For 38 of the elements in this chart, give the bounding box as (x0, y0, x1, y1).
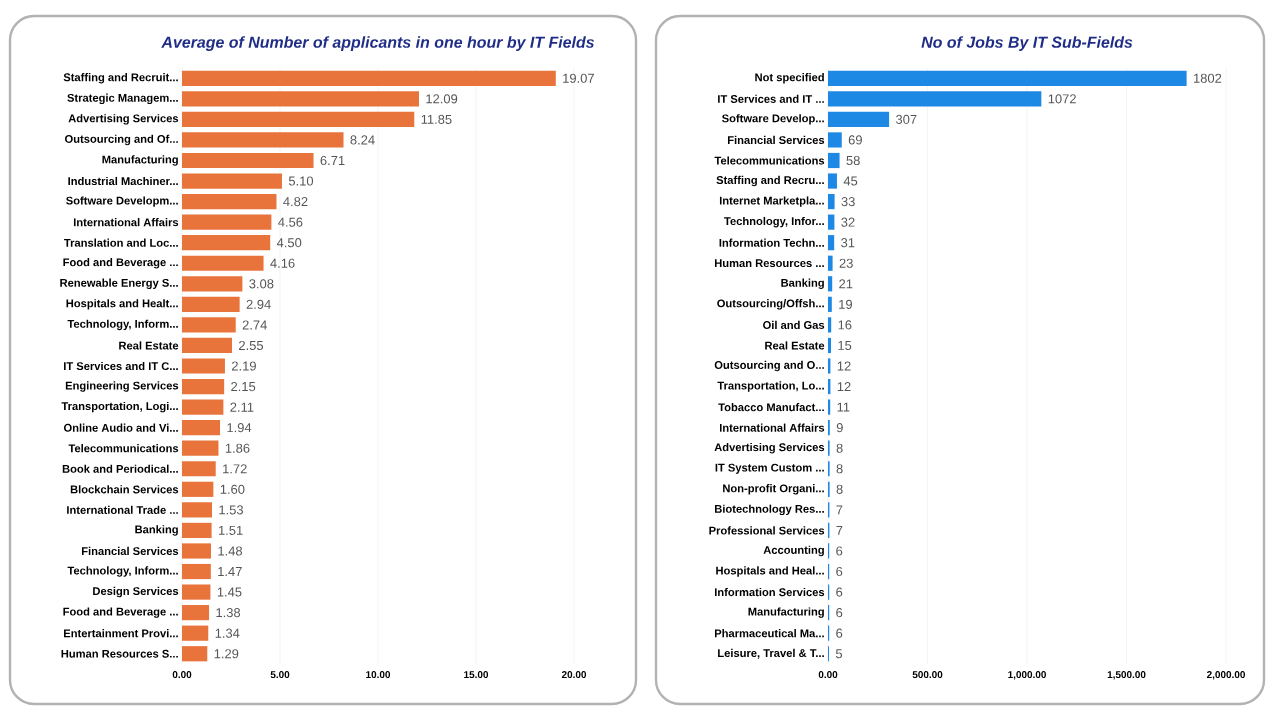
bar (828, 173, 837, 189)
bar (182, 502, 212, 518)
bar (182, 317, 236, 333)
bar (828, 91, 1042, 107)
bar (182, 214, 272, 230)
bar (182, 337, 232, 354)
bar (182, 152, 314, 169)
bar (182, 193, 277, 210)
bar (182, 605, 210, 621)
bar (828, 132, 842, 148)
bar (182, 276, 243, 292)
bar (182, 378, 225, 395)
bar (182, 255, 264, 271)
bar (182, 296, 240, 312)
bar (182, 420, 221, 436)
bar (828, 111, 890, 127)
bar (182, 70, 556, 86)
bar (828, 214, 835, 230)
bar (828, 152, 840, 169)
bar (182, 481, 214, 497)
bar (182, 543, 212, 559)
bar (828, 70, 1187, 86)
bar (182, 440, 219, 456)
bar (828, 193, 835, 210)
bar (182, 235, 271, 251)
bar (182, 173, 282, 189)
bar (182, 625, 209, 641)
bar (182, 563, 211, 580)
bar (182, 522, 212, 539)
bar (182, 358, 225, 374)
bar (182, 111, 415, 127)
bar (182, 132, 344, 148)
bar (182, 91, 419, 107)
bar (182, 461, 216, 477)
bar (182, 399, 224, 415)
bar (828, 235, 835, 251)
bar (182, 646, 208, 662)
bar (182, 584, 211, 600)
